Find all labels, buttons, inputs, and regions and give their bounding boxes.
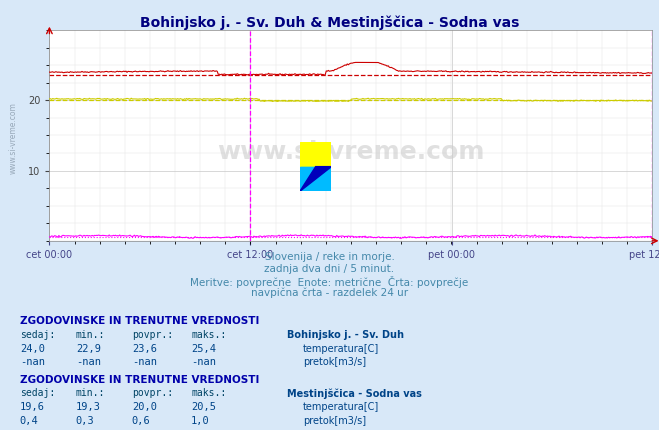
Text: 20,0: 20,0 <box>132 402 157 412</box>
Text: ZGODOVINSKE IN TRENUTNE VREDNOSTI: ZGODOVINSKE IN TRENUTNE VREDNOSTI <box>20 375 259 384</box>
Polygon shape <box>300 166 331 191</box>
Text: temperatura[C]: temperatura[C] <box>303 402 380 412</box>
Text: Meritve: povprečne  Enote: metrične  Črta: povprečje: Meritve: povprečne Enote: metrične Črta:… <box>190 276 469 288</box>
Text: 19,6: 19,6 <box>20 402 45 412</box>
Text: -nan: -nan <box>76 357 101 367</box>
Text: sedaj:: sedaj: <box>20 330 55 340</box>
Text: 22,9: 22,9 <box>76 344 101 353</box>
Text: povpr.:: povpr.: <box>132 388 173 398</box>
Text: -nan: -nan <box>20 357 45 367</box>
Text: Slovenija / reke in morje.: Slovenija / reke in morje. <box>264 252 395 261</box>
Text: 24,0: 24,0 <box>20 344 45 353</box>
Text: Mestinjščica - Sodna vas: Mestinjščica - Sodna vas <box>287 388 422 399</box>
Text: sedaj:: sedaj: <box>20 388 55 398</box>
Polygon shape <box>316 166 331 191</box>
Text: povpr.:: povpr.: <box>132 330 173 340</box>
Text: temperatura[C]: temperatura[C] <box>303 344 380 353</box>
Text: min.:: min.: <box>76 388 105 398</box>
Polygon shape <box>300 166 316 191</box>
Text: Bohinjsko j. - Sv. Duh & Mestinjščica - Sodna vas: Bohinjsko j. - Sv. Duh & Mestinjščica - … <box>140 15 519 30</box>
Text: -nan: -nan <box>132 357 157 367</box>
Text: pretok[m3/s]: pretok[m3/s] <box>303 357 366 367</box>
Text: -nan: -nan <box>191 357 216 367</box>
Text: 25,4: 25,4 <box>191 344 216 353</box>
Text: 0,6: 0,6 <box>132 416 150 426</box>
Polygon shape <box>300 166 331 191</box>
Text: pretok[m3/s]: pretok[m3/s] <box>303 416 366 426</box>
Text: Bohinjsko j. - Sv. Duh: Bohinjsko j. - Sv. Duh <box>287 330 404 340</box>
Text: 0,4: 0,4 <box>20 416 38 426</box>
Text: 0,3: 0,3 <box>76 416 94 426</box>
Text: 20,5: 20,5 <box>191 402 216 412</box>
Text: 23,6: 23,6 <box>132 344 157 353</box>
Text: zadnja dva dni / 5 minut.: zadnja dva dni / 5 minut. <box>264 264 395 273</box>
Text: ZGODOVINSKE IN TRENUTNE VREDNOSTI: ZGODOVINSKE IN TRENUTNE VREDNOSTI <box>20 316 259 326</box>
Bar <box>300 142 331 166</box>
Text: maks.:: maks.: <box>191 388 226 398</box>
Text: www.si-vreme.com: www.si-vreme.com <box>9 101 18 174</box>
Text: navpična črta - razdelek 24 ur: navpična črta - razdelek 24 ur <box>251 288 408 298</box>
Text: maks.:: maks.: <box>191 330 226 340</box>
Text: www.si-vreme.com: www.si-vreme.com <box>217 140 484 164</box>
Text: 1,0: 1,0 <box>191 416 210 426</box>
Text: min.:: min.: <box>76 330 105 340</box>
Text: 19,3: 19,3 <box>76 402 101 412</box>
